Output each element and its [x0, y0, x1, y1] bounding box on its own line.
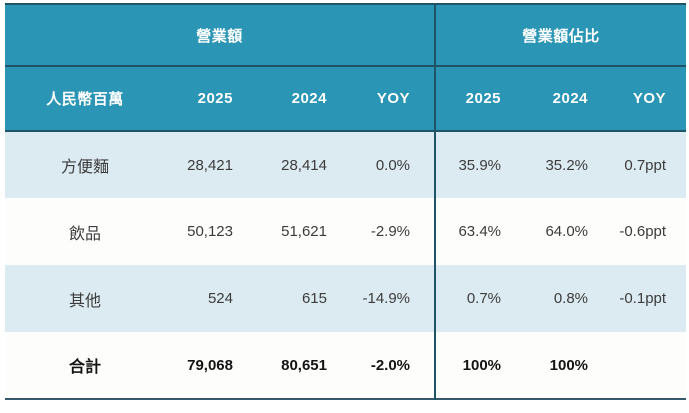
cell-share-2024: 100% — [549, 356, 589, 374]
cell-share-yoy: -0.1ppt — [619, 290, 667, 307]
cell-revenue-2025: 79,068 — [187, 356, 233, 374]
group-header-revenue-share: 營業額佔比 — [434, 4, 687, 67]
col-header-revenue-2024: 2024 — [257, 66, 351, 132]
cell-revenue-2024: 28,414 — [281, 156, 327, 174]
cell-revenue-yoy: -2.0% — [370, 356, 411, 374]
group-header-row: 營業額 營業額佔比 — [5, 4, 687, 67]
row-label: 方便麵 — [60, 159, 109, 176]
cell-share-2024: 35.2% — [545, 156, 589, 174]
table-row-others: 其他 524 615 -14.9% 0.7% 0.8% -0.1ppt — [5, 265, 687, 332]
cell-revenue-2025: 524 — [207, 290, 233, 307]
row-label: 飲品 — [68, 225, 101, 243]
col-header-share-2024: 2024 — [521, 66, 609, 132]
cell-revenue-yoy: -14.9% — [362, 290, 411, 307]
cell-revenue-2024: 51,621 — [281, 223, 327, 240]
column-header-row: 人民幣百萬 2025 2024 YOY 2025 2024 YOY — [5, 66, 687, 132]
financial-table: 營業額 營業額佔比 人民幣百萬 2025 2024 YOY 2025 2024 … — [5, 3, 687, 400]
cell-revenue-2025: 28,421 — [187, 156, 233, 174]
table-row-total: 合計 79,068 80,651 -2.0% 100% 100% — [5, 332, 687, 399]
col-header-share-2025: 2025 — [434, 66, 522, 132]
cell-share-2024: 0.8% — [553, 290, 589, 307]
cell-revenue-2024: 80,651 — [281, 356, 327, 374]
col-header-revenue-2025: 2025 — [165, 66, 257, 132]
group-header-revenue: 營業額 — [5, 4, 436, 67]
cell-share-2025: 63.4% — [434, 198, 522, 265]
unit-label: 人民幣百萬 — [5, 66, 165, 132]
cell-revenue-2025: 50,123 — [187, 223, 233, 240]
cell-revenue-yoy: 0.0% — [375, 156, 411, 174]
cell-share-yoy: 0.7ppt — [624, 156, 667, 174]
cell-share-2024: 64.0% — [545, 223, 589, 240]
col-header-share-yoy: YOY — [608, 66, 687, 132]
row-label: 其他 — [68, 292, 101, 310]
cell-share-2025: 0.7% — [434, 265, 522, 332]
cell-share-yoy — [608, 332, 686, 399]
cell-revenue-yoy: -2.9% — [370, 223, 411, 240]
row-label: 合計 — [68, 359, 101, 376]
table-row-noodles: 方便麵 28,421 28,414 0.0% 35.9% 35.2% 0.7pp… — [5, 131, 687, 198]
cell-share-2025: 100% — [434, 332, 522, 399]
cell-revenue-2024: 615 — [301, 290, 327, 307]
revenue-table-sheet: 營業額 營業額佔比 人民幣百萬 2025 2024 YOY 2025 2024 … — [5, 3, 687, 400]
table-row-beverages: 飲品 50,123 51,621 -2.9% 63.4% 64.0% -0.6p… — [5, 198, 687, 265]
cell-share-yoy: -0.6ppt — [619, 223, 667, 240]
cell-share-2025: 35.9% — [434, 131, 522, 198]
col-header-revenue-yoy: YOY — [351, 66, 436, 132]
